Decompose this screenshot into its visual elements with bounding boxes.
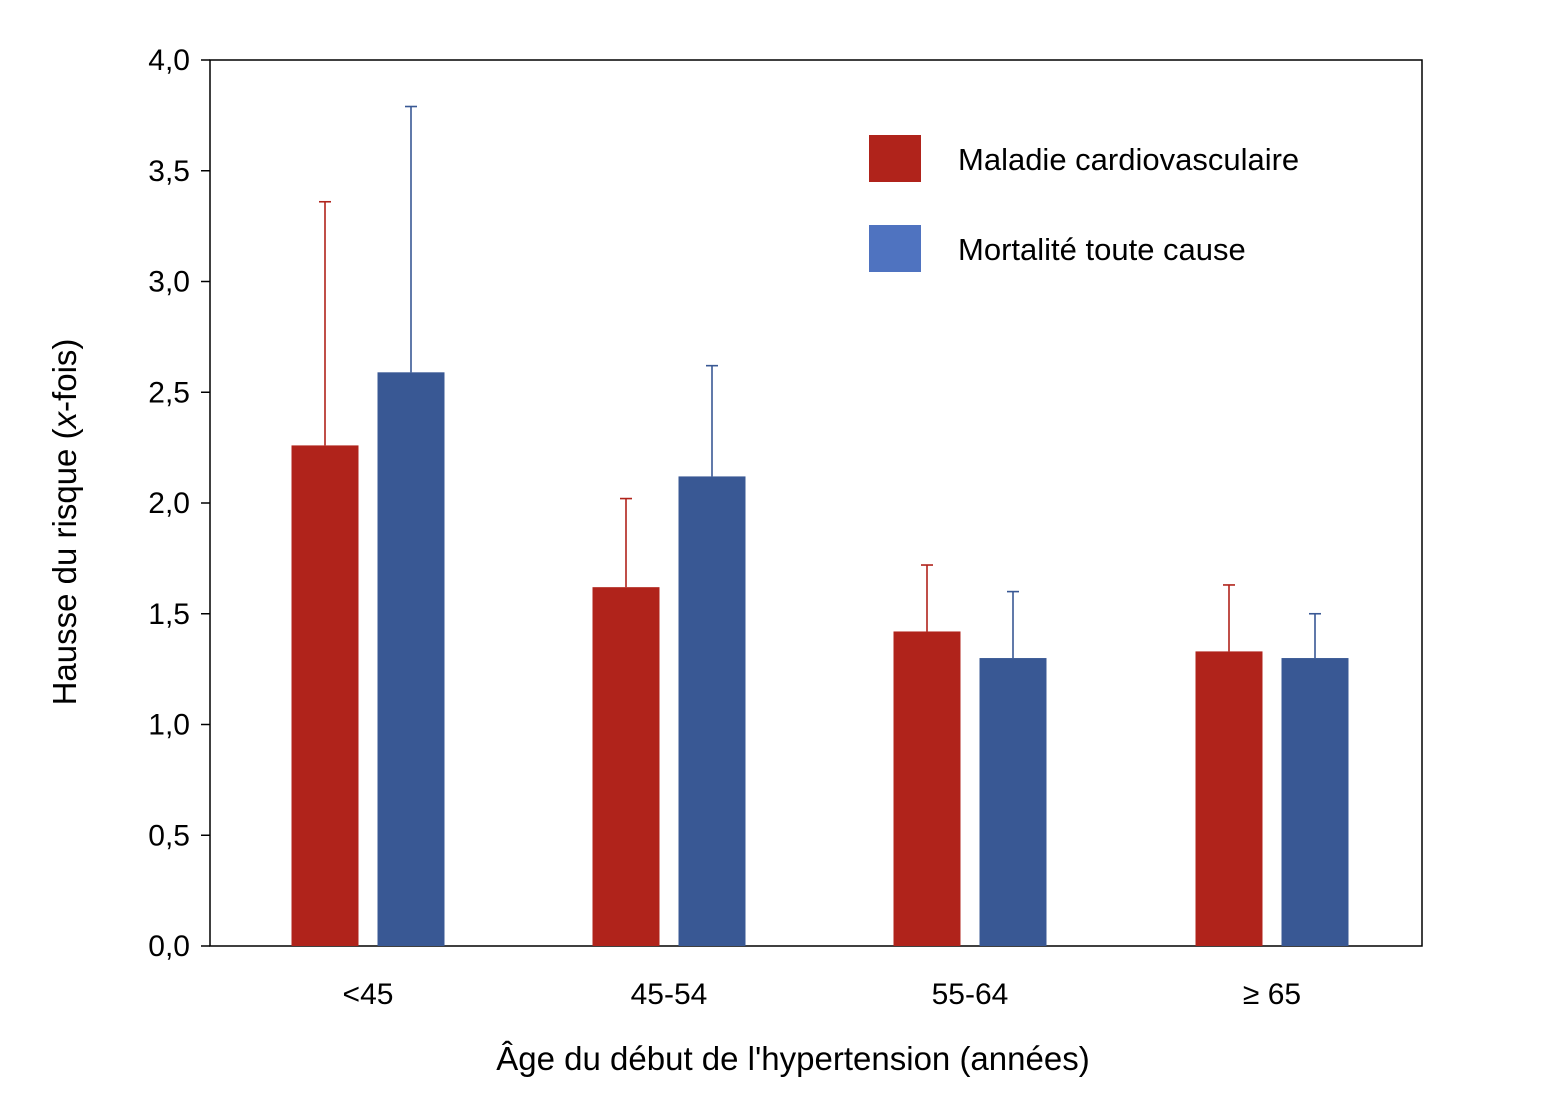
legend: Maladie cardiovasculaire Mortalité toute … [869,135,1299,272]
bars [291,372,1349,946]
y-tick-label: 4,0 [148,44,190,77]
y-axis-title-part-1: Hausse du risque ( [46,428,83,705]
y-tick-label: 0,5 [148,819,190,852]
y-axis: 0,0 0,5 1,0 1,5 2,0 2,5 3,0 3,5 4,0 [148,44,210,963]
y-tick-label: 2,0 [148,487,190,520]
y-axis-title-part-2: x [46,410,83,430]
legend-label: Maladie cardiovasculaire [958,142,1299,177]
x-tick-label: 55-64 [932,978,1009,1011]
bar-mortality [1281,658,1349,946]
x-axis-title: Âge du début de l'hypertension (années) [496,1040,1089,1077]
y-tick-label: 3,0 [148,266,190,299]
bar-mortality [678,476,746,946]
bar-cardiovascular [291,445,359,946]
x-axis: <45 45-54 55-64 ≥ 65 [343,978,1302,1011]
legend-label: Mortalité toute cause [958,232,1246,267]
y-axis-title: Hausse du risque (x-fois) [46,339,83,706]
y-tick-label: 1,0 [148,709,190,742]
y-tick-label: 2,5 [148,376,190,409]
bar-cardiovascular [1195,651,1263,946]
x-tick-label: <45 [343,978,394,1011]
x-tick-label: 45-54 [631,978,708,1011]
bar-cardiovascular [592,587,660,946]
legend-swatch [869,225,921,272]
y-tick-label: 1,5 [148,598,190,631]
y-tick-label: 3,5 [148,155,190,188]
legend-swatch [869,135,921,182]
bar-mortality [377,372,445,946]
error-bars [319,105,1321,659]
bar-cardiovascular [893,631,961,946]
y-tick-label: 0,0 [148,930,190,963]
y-axis-title-part-3: -fois) [46,339,83,412]
bar-mortality [979,658,1047,946]
x-tick-label: ≥ 65 [1243,978,1301,1011]
